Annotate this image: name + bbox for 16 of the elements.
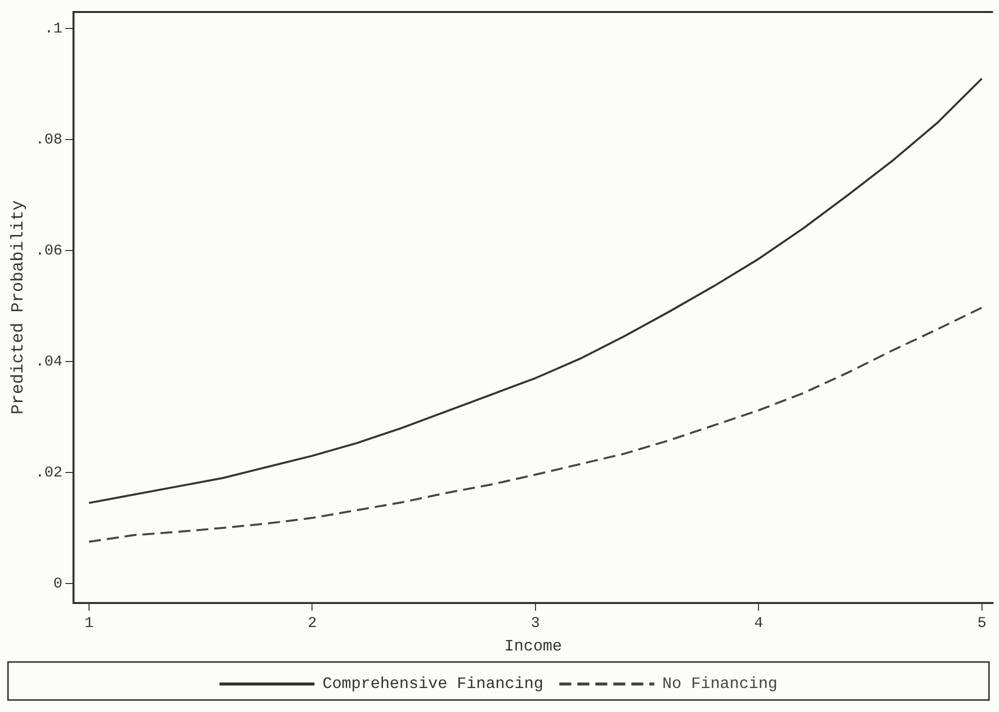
y-axis-title: Predicted Probability [10,200,29,415]
x-tick-label: 1 [84,614,94,632]
x-tick-label: 3 [530,614,540,632]
x-tick-label: 5 [977,614,986,632]
line-series [88,306,983,543]
x-axis-title: Income [504,638,562,656]
text: Comprehensive Financing [322,675,544,694]
y-tick-label: 0 [53,575,62,592]
y-tick-label: .02 [35,464,62,482]
y-tick-label: .08 [35,132,62,149]
text: No Financing [662,675,778,694]
x-tick-label: 2 [308,614,317,632]
y-tick-label: .04 [35,353,62,370]
y-tick-label: .06 [35,242,62,260]
x-tick-label: 4 [754,614,764,632]
y-tick-label: .1 [44,20,62,38]
